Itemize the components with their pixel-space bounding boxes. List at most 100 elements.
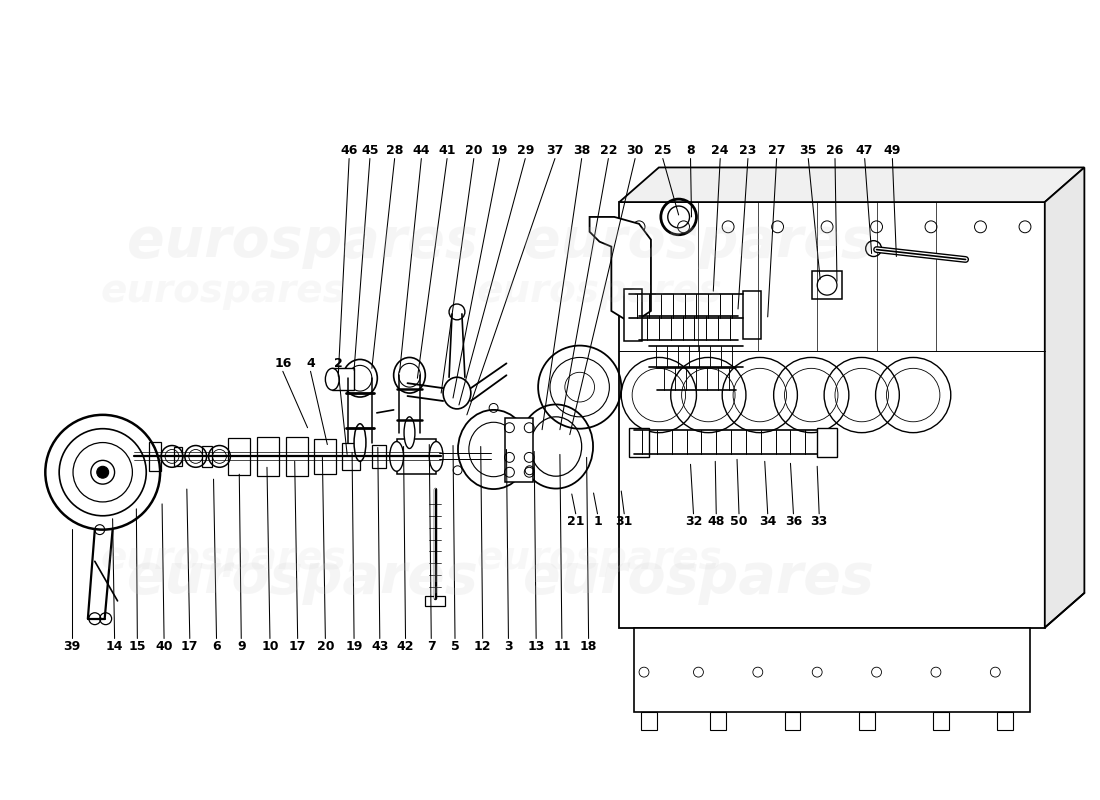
Text: 19: 19 xyxy=(345,640,363,653)
Text: 13: 13 xyxy=(528,640,544,653)
Text: 2: 2 xyxy=(334,357,342,370)
Bar xyxy=(506,418,534,482)
Ellipse shape xyxy=(404,417,415,449)
Text: 9: 9 xyxy=(236,640,245,653)
Bar xyxy=(286,437,308,476)
Text: 26: 26 xyxy=(826,144,844,157)
Text: 47: 47 xyxy=(856,144,873,157)
Text: 5: 5 xyxy=(451,640,460,653)
Text: 39: 39 xyxy=(64,640,80,653)
Text: 36: 36 xyxy=(784,515,802,528)
Bar xyxy=(817,428,837,458)
Ellipse shape xyxy=(343,359,377,397)
Bar xyxy=(174,446,182,466)
Text: 15: 15 xyxy=(129,640,146,653)
Text: eurospares: eurospares xyxy=(522,551,873,605)
Polygon shape xyxy=(590,217,651,319)
Text: 22: 22 xyxy=(600,144,617,157)
Ellipse shape xyxy=(389,442,404,471)
Ellipse shape xyxy=(348,366,372,391)
Text: eurospares: eurospares xyxy=(128,551,479,605)
Text: 6: 6 xyxy=(212,640,221,653)
Bar xyxy=(859,712,874,730)
Text: 28: 28 xyxy=(386,144,404,157)
Text: 16: 16 xyxy=(274,357,292,370)
Ellipse shape xyxy=(394,358,426,393)
Text: 19: 19 xyxy=(491,144,508,157)
Text: 10: 10 xyxy=(261,640,278,653)
Text: 33: 33 xyxy=(811,515,828,528)
Text: 49: 49 xyxy=(883,144,901,157)
Text: 50: 50 xyxy=(730,515,748,528)
Text: 32: 32 xyxy=(685,515,702,528)
Text: 14: 14 xyxy=(106,640,123,653)
Ellipse shape xyxy=(530,417,582,476)
Text: 27: 27 xyxy=(768,144,785,157)
Bar xyxy=(742,291,761,338)
Bar xyxy=(342,442,360,470)
Text: 3: 3 xyxy=(504,640,513,653)
Bar xyxy=(426,596,446,606)
Bar xyxy=(229,438,250,475)
Text: 4: 4 xyxy=(306,357,315,370)
Ellipse shape xyxy=(458,410,529,489)
Text: 20: 20 xyxy=(317,640,334,653)
Ellipse shape xyxy=(398,363,420,387)
Polygon shape xyxy=(1045,167,1085,628)
Text: 29: 29 xyxy=(517,144,534,157)
Bar xyxy=(619,202,1045,628)
Text: 38: 38 xyxy=(573,144,591,157)
Bar xyxy=(257,437,279,476)
Text: 43: 43 xyxy=(371,640,388,653)
Text: 46: 46 xyxy=(340,144,358,157)
Text: 25: 25 xyxy=(654,144,672,157)
Text: 44: 44 xyxy=(412,144,430,157)
Ellipse shape xyxy=(519,405,593,489)
Text: 31: 31 xyxy=(616,515,632,528)
Ellipse shape xyxy=(443,378,471,409)
Ellipse shape xyxy=(326,368,339,390)
Text: 7: 7 xyxy=(427,640,436,653)
Bar xyxy=(624,289,642,341)
Text: 37: 37 xyxy=(547,144,563,157)
Text: 30: 30 xyxy=(626,144,644,157)
Text: 45: 45 xyxy=(361,144,378,157)
Text: 1: 1 xyxy=(593,515,602,528)
Text: eurospares: eurospares xyxy=(476,539,723,578)
Text: 21: 21 xyxy=(566,515,584,528)
Text: 8: 8 xyxy=(686,144,695,157)
Text: 35: 35 xyxy=(800,144,817,157)
Ellipse shape xyxy=(354,424,366,462)
Bar xyxy=(315,438,337,474)
Text: eurospares: eurospares xyxy=(100,539,346,578)
Ellipse shape xyxy=(429,442,443,471)
Bar xyxy=(629,428,649,458)
Bar xyxy=(397,438,437,474)
Text: 20: 20 xyxy=(465,144,483,157)
Bar xyxy=(332,368,354,390)
Bar xyxy=(634,628,1030,712)
Text: 40: 40 xyxy=(155,640,173,653)
Bar xyxy=(150,442,161,471)
Text: 11: 11 xyxy=(553,640,571,653)
Bar xyxy=(784,712,801,730)
Text: 17: 17 xyxy=(182,640,198,653)
Bar xyxy=(998,712,1013,730)
Text: 42: 42 xyxy=(397,640,415,653)
Bar xyxy=(372,445,386,468)
Text: 17: 17 xyxy=(289,640,307,653)
Text: 41: 41 xyxy=(438,144,455,157)
Bar xyxy=(933,712,949,730)
Text: 24: 24 xyxy=(712,144,729,157)
Polygon shape xyxy=(619,167,1085,202)
Bar xyxy=(641,712,657,730)
Ellipse shape xyxy=(469,422,518,477)
Text: 48: 48 xyxy=(707,515,725,528)
Text: eurospares: eurospares xyxy=(100,272,346,310)
Bar xyxy=(812,271,842,299)
Bar xyxy=(201,446,211,467)
Text: 12: 12 xyxy=(474,640,492,653)
Text: eurospares: eurospares xyxy=(522,214,873,269)
Text: 18: 18 xyxy=(580,640,597,653)
Text: eurospares: eurospares xyxy=(476,272,723,310)
